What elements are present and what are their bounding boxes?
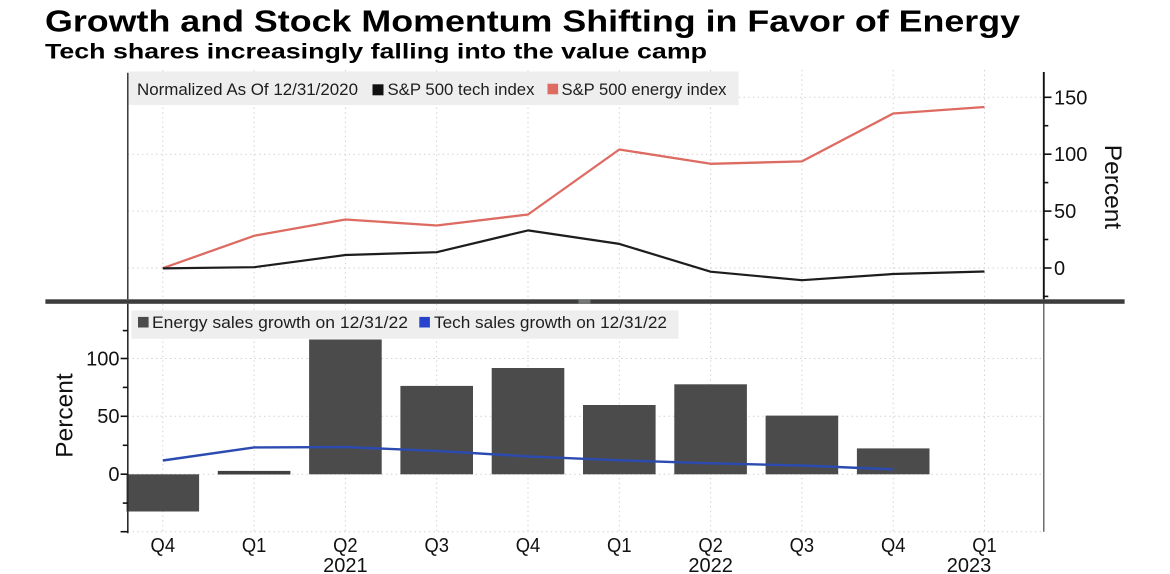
svg-text:S&P 500 tech index: S&P 500 tech index — [388, 80, 536, 99]
svg-text:Q2: Q2 — [698, 535, 723, 557]
svg-text:Normalized As Of 12/31/2020: Normalized As Of 12/31/2020 — [137, 80, 358, 99]
svg-text:Percent: Percent — [52, 373, 79, 458]
svg-text:Q1: Q1 — [972, 535, 997, 557]
svg-text:50: 50 — [97, 406, 119, 428]
svg-text:2022: 2022 — [688, 555, 733, 574]
svg-text:Tech shares increasingly falli: Tech shares increasingly falling into th… — [45, 40, 707, 64]
svg-text:Q4: Q4 — [151, 535, 176, 557]
svg-text:50: 50 — [1054, 201, 1076, 223]
svg-text:Q3: Q3 — [790, 535, 815, 557]
svg-text:Tech sales growth on 12/31/22: Tech sales growth on 12/31/22 — [434, 313, 667, 332]
svg-text:2023: 2023 — [947, 555, 992, 574]
svg-text:Q4: Q4 — [516, 535, 541, 557]
svg-text:2021: 2021 — [323, 555, 368, 574]
svg-text:0: 0 — [1054, 258, 1065, 280]
svg-text:Q1: Q1 — [607, 535, 632, 557]
svg-text:Q3: Q3 — [424, 535, 449, 557]
svg-text:Growth and Stock Momentum Shif: Growth and Stock Momentum Shifting in Fa… — [45, 5, 1020, 39]
svg-text:Q4: Q4 — [881, 535, 906, 557]
svg-text:0: 0 — [108, 464, 119, 486]
svg-text:150: 150 — [1054, 87, 1087, 109]
svg-text:100: 100 — [86, 348, 119, 370]
svg-text:Percent: Percent — [1099, 145, 1126, 230]
svg-text:Energy sales growth on 12/31/2: Energy sales growth on 12/31/22 — [152, 313, 408, 332]
svg-text:S&P 500 energy index: S&P 500 energy index — [562, 80, 728, 99]
svg-text:Q2: Q2 — [333, 535, 358, 557]
svg-text:100: 100 — [1054, 144, 1087, 166]
svg-text:Q1: Q1 — [242, 535, 267, 557]
